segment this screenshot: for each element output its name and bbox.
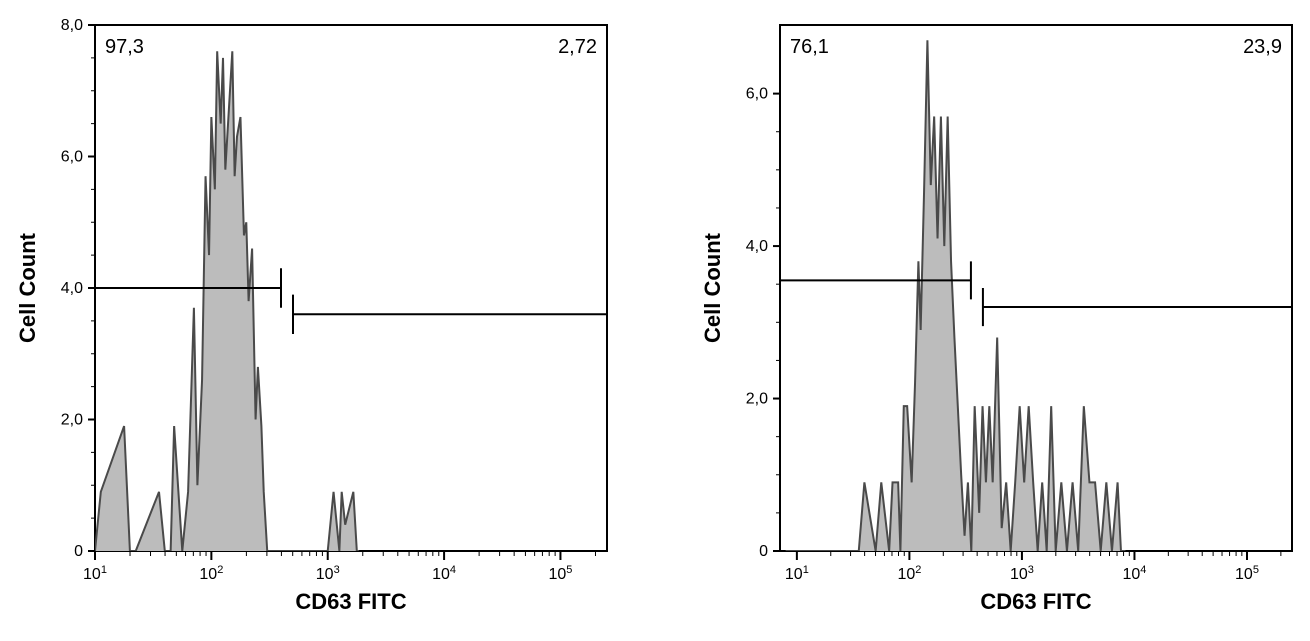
x-tick-label: 102 <box>897 564 921 583</box>
y-tick-label: 2,0 <box>61 412 83 429</box>
x-tick-label: 104 <box>432 564 456 583</box>
x-tick-label: 101 <box>785 564 809 583</box>
y-axis-label: Cell Count <box>15 232 40 343</box>
gate-bar-right <box>983 288 1292 326</box>
figure-container: 0 2,0 4,0 6,0 8,0 101 102 103 104 105 97,3 2,72 CD63… <box>0 0 1310 641</box>
gate-bar-right <box>293 295 607 334</box>
histogram-panel: 0 2,0 4,0 6,0 101 102 103 104 105 76,1 23,9 CD63 FI… <box>685 0 1310 641</box>
histogram-fill <box>786 40 1126 551</box>
y-tick-label: 6,0 <box>746 86 768 103</box>
y-tick-label: 2,0 <box>746 391 768 408</box>
panel: 0 2,0 4,0 6,0 101 102 103 104 105 76,1 23,9 CD63 FI… <box>685 0 1310 641</box>
x-axis-label: CD63 FITC <box>295 589 406 614</box>
gate-label-left: 76,1 <box>790 36 829 58</box>
y-tick-label: 0 <box>74 543 83 560</box>
histogram-panel: 0 2,0 4,0 6,0 8,0 101 102 103 104 105 97,3 2,72 CD63… <box>0 0 625 641</box>
gate-label-right: 23,9 <box>1243 36 1282 58</box>
x-tick-label: 103 <box>316 564 340 583</box>
plot-frame <box>780 25 1292 551</box>
x-tick-label: 103 <box>1010 564 1034 583</box>
x-tick-label: 101 <box>83 564 107 583</box>
x-tick-label: 105 <box>1235 564 1259 583</box>
gate-label-left: 97,3 <box>105 36 144 58</box>
gate-label-right: 2,72 <box>558 36 597 58</box>
x-tick-label: 102 <box>199 564 223 583</box>
y-tick-label: 8,0 <box>61 17 83 34</box>
x-tick-label: 105 <box>548 564 572 583</box>
y-tick-label: 4,0 <box>746 238 768 255</box>
panel: 0 2,0 4,0 6,0 8,0 101 102 103 104 105 97,3 2,72 CD63… <box>0 0 625 641</box>
y-tick-label: 4,0 <box>61 280 83 297</box>
x-axis-label: CD63 FITC <box>980 589 1091 614</box>
y-axis-label: Cell Count <box>700 232 725 343</box>
y-tick-label: 6,0 <box>61 149 83 166</box>
y-tick-label: 0 <box>759 543 768 560</box>
x-tick-label: 104 <box>1123 564 1147 583</box>
